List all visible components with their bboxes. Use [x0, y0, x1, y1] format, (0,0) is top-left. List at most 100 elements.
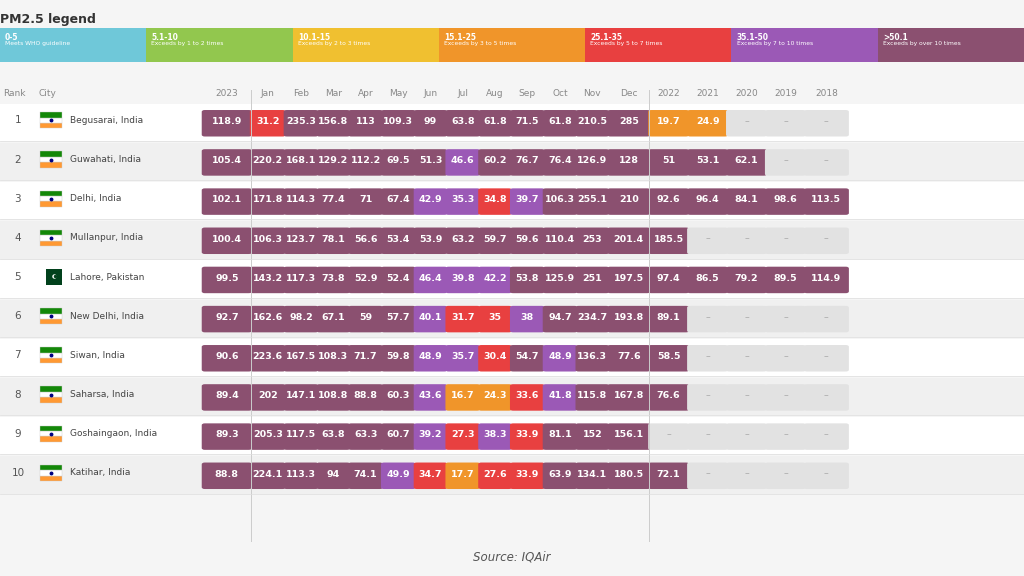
FancyBboxPatch shape: [575, 110, 609, 137]
FancyBboxPatch shape: [607, 188, 650, 215]
Text: 42.2: 42.2: [483, 274, 507, 283]
Text: –: –: [706, 352, 710, 361]
FancyBboxPatch shape: [381, 463, 416, 489]
Text: 253: 253: [583, 234, 602, 244]
FancyBboxPatch shape: [575, 306, 609, 332]
Text: Aug: Aug: [486, 89, 504, 98]
FancyBboxPatch shape: [804, 306, 849, 332]
FancyBboxPatch shape: [348, 384, 383, 411]
Text: 72.1: 72.1: [656, 469, 681, 479]
FancyBboxPatch shape: [250, 384, 286, 411]
FancyBboxPatch shape: [648, 188, 689, 215]
Text: Dec: Dec: [620, 89, 638, 98]
Text: 31.7: 31.7: [452, 313, 474, 322]
Text: –: –: [744, 313, 749, 322]
Text: 125.9: 125.9: [545, 274, 575, 283]
Text: Siwan, India: Siwan, India: [70, 351, 125, 360]
FancyBboxPatch shape: [40, 476, 62, 481]
FancyBboxPatch shape: [381, 228, 416, 254]
FancyBboxPatch shape: [687, 110, 728, 137]
Text: –: –: [667, 430, 671, 439]
FancyBboxPatch shape: [510, 306, 545, 332]
Text: –: –: [744, 234, 749, 244]
FancyBboxPatch shape: [648, 110, 689, 137]
Text: 34.8: 34.8: [483, 195, 507, 204]
FancyBboxPatch shape: [575, 345, 609, 372]
Text: –: –: [783, 430, 787, 439]
FancyBboxPatch shape: [687, 228, 728, 254]
Text: 59.7: 59.7: [483, 234, 507, 244]
FancyBboxPatch shape: [414, 149, 447, 176]
FancyBboxPatch shape: [648, 267, 689, 293]
Text: 108.8: 108.8: [318, 391, 348, 400]
Text: 54.7: 54.7: [516, 352, 539, 361]
FancyBboxPatch shape: [445, 188, 480, 215]
Text: 63.3: 63.3: [354, 430, 377, 439]
Text: 113: 113: [355, 117, 376, 126]
Text: 35: 35: [488, 313, 502, 322]
FancyBboxPatch shape: [804, 463, 849, 489]
FancyBboxPatch shape: [445, 345, 480, 372]
Text: 57.7: 57.7: [387, 313, 410, 322]
Text: 5.1-10: 5.1-10: [152, 33, 178, 42]
FancyBboxPatch shape: [804, 149, 849, 176]
Text: 73.8: 73.8: [322, 274, 345, 283]
Text: –: –: [744, 391, 749, 400]
FancyBboxPatch shape: [726, 228, 767, 254]
Text: –: –: [824, 117, 828, 126]
Text: 106.3: 106.3: [545, 195, 575, 204]
Text: 128: 128: [618, 156, 639, 165]
FancyBboxPatch shape: [250, 306, 286, 332]
Text: 5: 5: [14, 272, 22, 282]
Text: 67.4: 67.4: [386, 195, 411, 204]
FancyBboxPatch shape: [575, 267, 609, 293]
FancyBboxPatch shape: [284, 149, 318, 176]
FancyBboxPatch shape: [478, 345, 512, 372]
Text: Source: IQAir: Source: IQAir: [473, 550, 551, 563]
FancyBboxPatch shape: [510, 149, 545, 176]
FancyBboxPatch shape: [543, 188, 578, 215]
FancyBboxPatch shape: [250, 188, 286, 215]
Text: 202: 202: [258, 391, 278, 400]
FancyBboxPatch shape: [414, 188, 447, 215]
Text: 39.2: 39.2: [419, 430, 442, 439]
Text: 42.9: 42.9: [419, 195, 442, 204]
FancyBboxPatch shape: [284, 306, 318, 332]
FancyBboxPatch shape: [202, 110, 252, 137]
Text: Begusarai, India: Begusarai, India: [70, 116, 142, 125]
Text: 33.9: 33.9: [516, 430, 539, 439]
Text: 76.7: 76.7: [515, 156, 540, 165]
Text: 59.8: 59.8: [386, 352, 411, 361]
FancyBboxPatch shape: [648, 423, 689, 450]
FancyBboxPatch shape: [478, 110, 512, 137]
Text: 78.1: 78.1: [322, 234, 345, 244]
FancyBboxPatch shape: [726, 384, 767, 411]
Text: 147.1: 147.1: [286, 391, 316, 400]
Text: 90.6: 90.6: [215, 352, 239, 361]
Text: 34.7: 34.7: [419, 469, 442, 479]
Text: 98.2: 98.2: [289, 313, 313, 322]
Text: 180.5: 180.5: [613, 469, 644, 479]
Text: 113.3: 113.3: [286, 469, 316, 479]
Text: 167.5: 167.5: [286, 352, 316, 361]
FancyBboxPatch shape: [648, 228, 689, 254]
FancyBboxPatch shape: [510, 345, 545, 372]
FancyBboxPatch shape: [726, 423, 767, 450]
Text: –: –: [744, 352, 749, 361]
FancyBboxPatch shape: [648, 384, 689, 411]
Text: 39.8: 39.8: [451, 274, 475, 283]
FancyBboxPatch shape: [478, 188, 512, 215]
Text: 162.6: 162.6: [253, 313, 283, 322]
Text: 224.1: 224.1: [253, 469, 283, 479]
Text: Sep: Sep: [519, 89, 536, 98]
FancyBboxPatch shape: [40, 269, 46, 285]
Text: 223.6: 223.6: [253, 352, 283, 361]
FancyBboxPatch shape: [575, 188, 609, 215]
Text: Exceeds by 3 to 5 times: Exceeds by 3 to 5 times: [444, 41, 516, 47]
Text: Jul: Jul: [458, 89, 468, 98]
FancyBboxPatch shape: [381, 188, 416, 215]
Text: 60.7: 60.7: [387, 430, 410, 439]
FancyBboxPatch shape: [202, 463, 252, 489]
Text: 108.3: 108.3: [318, 352, 348, 361]
FancyBboxPatch shape: [687, 384, 728, 411]
